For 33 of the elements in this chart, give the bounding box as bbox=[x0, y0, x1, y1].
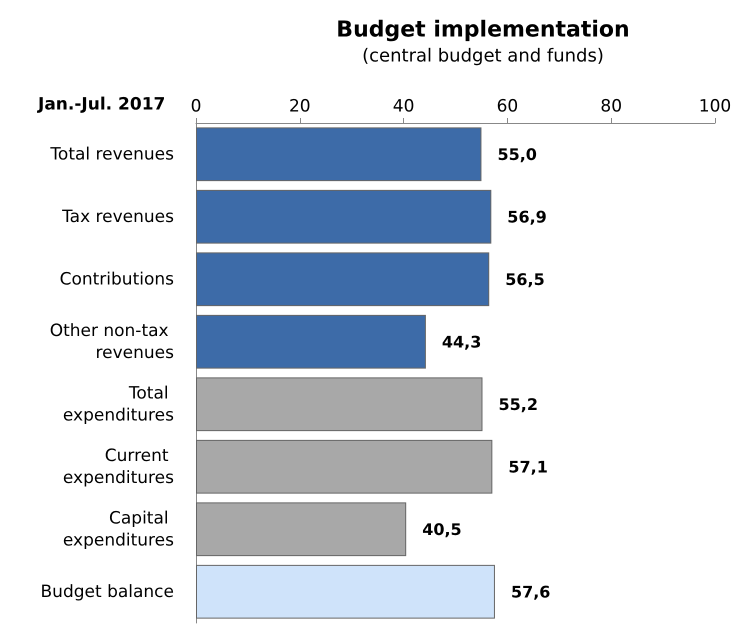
data-label: 55,2 bbox=[498, 394, 538, 414]
bar bbox=[196, 127, 482, 182]
x-tick-label: 20 bbox=[288, 96, 311, 116]
data-label: 56,5 bbox=[505, 270, 545, 289]
y-tick-label: Total revenues bbox=[49, 144, 174, 164]
x-tick-label: 100 bbox=[698, 96, 732, 116]
y-tick-label: Current expenditures bbox=[62, 446, 174, 488]
y-tick-label: Budget balance bbox=[40, 582, 174, 602]
bar bbox=[196, 502, 406, 556]
chart-subtitle: (central budget and funds) bbox=[362, 46, 604, 66]
bar bbox=[196, 252, 490, 306]
bar bbox=[196, 314, 426, 369]
data-label: 40,5 bbox=[422, 520, 462, 539]
data-label: 57,1 bbox=[508, 457, 548, 476]
x-tick-label: 80 bbox=[600, 96, 622, 116]
bar bbox=[196, 190, 492, 244]
y-tick-label: Other non-tax revenues bbox=[50, 320, 174, 363]
y-tick-label: Capital expenditures bbox=[62, 508, 174, 550]
bar bbox=[196, 440, 492, 494]
x-tick-label: 0 bbox=[190, 96, 202, 116]
x-tick-label: 60 bbox=[496, 96, 518, 116]
x-tick-label: 40 bbox=[392, 96, 414, 116]
data-label: 56,9 bbox=[507, 207, 547, 226]
text: Jan.-Jul. 2017 bbox=[37, 94, 166, 114]
y-tick-label: Contributions bbox=[60, 269, 174, 290]
y-tick-label: Tax revenues bbox=[61, 206, 174, 227]
y-tick-label: Total expenditures bbox=[62, 383, 174, 426]
bar bbox=[196, 564, 495, 619]
data-label: 55,0 bbox=[497, 144, 537, 164]
bar bbox=[196, 377, 482, 432]
data-label: 57,6 bbox=[510, 582, 550, 602]
chart-title: Budget implementation bbox=[336, 18, 630, 42]
data-label: 44,3 bbox=[442, 332, 482, 352]
